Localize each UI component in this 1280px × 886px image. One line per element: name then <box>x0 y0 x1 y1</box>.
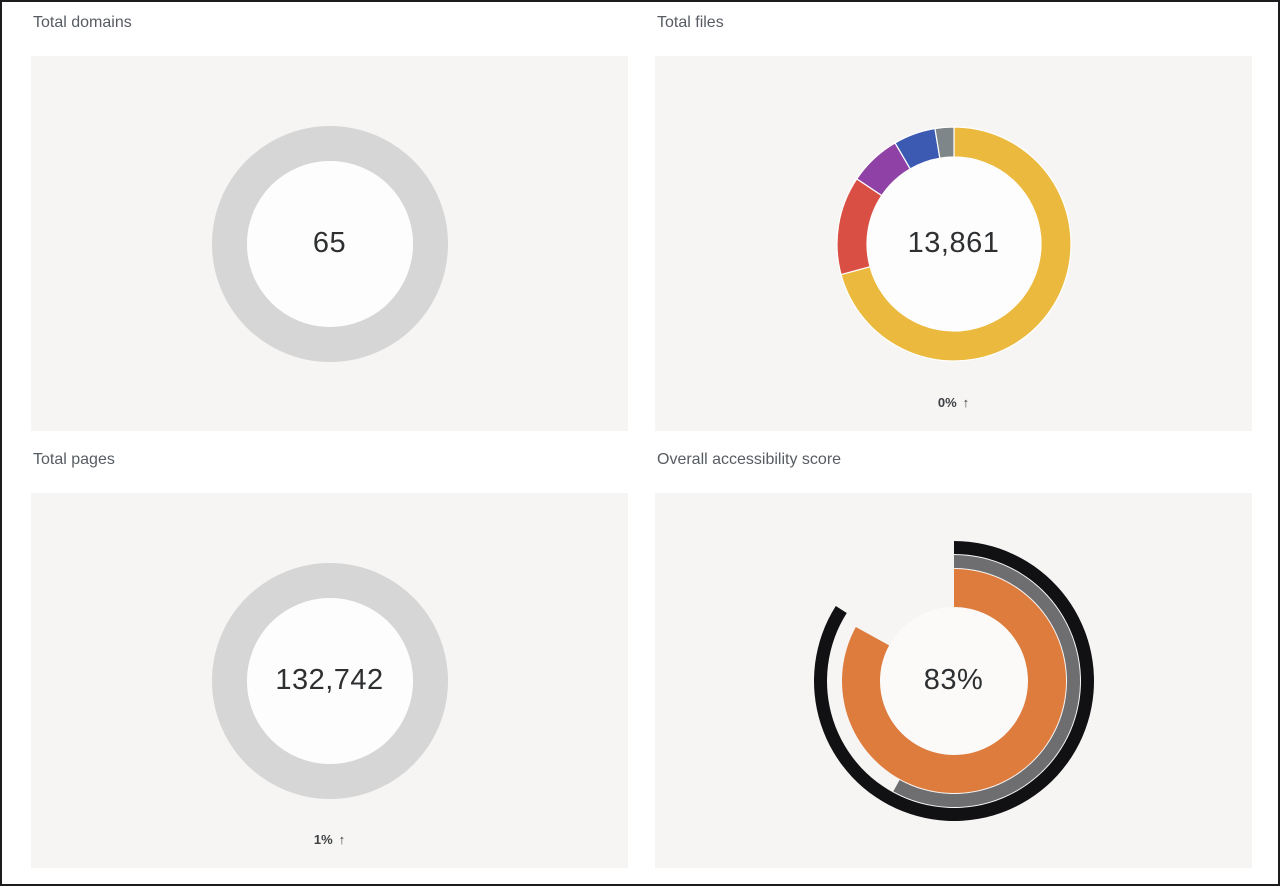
metric-card-total-files: Total files 13,861 0% ↑ <box>655 14 1252 431</box>
trend-up-arrow-icon: ↑ <box>962 395 970 410</box>
trend-percent: 0% <box>937 395 957 410</box>
chart-panel-accessibility-score: 83% <box>655 493 1252 868</box>
trend-percent: 1% <box>313 832 333 847</box>
donut-hole <box>246 597 413 764</box>
total-files-trend-caption: 0% ↑ <box>655 395 1252 410</box>
chart-panel-total-pages: 132,742 1% ↑ <box>31 493 628 868</box>
total-pages-donut-chart <box>211 562 448 799</box>
chart-panel-total-files: 13,861 0% ↑ <box>655 56 1252 431</box>
chart-wrap: 65 <box>211 125 449 363</box>
metric-card-accessibility-score: Overall accessibility score 83% <box>655 451 1252 868</box>
total-pages-trend-caption: 1% ↑ <box>31 832 628 847</box>
score-orange-ring <box>841 568 1066 793</box>
metric-card-total-domains: Total domains 65 <box>31 14 628 431</box>
card-title-total-domains: Total domains <box>33 14 132 31</box>
donut-hole <box>246 160 413 327</box>
chart-panel-total-domains: 65 <box>31 56 628 431</box>
card-title-accessibility-score: Overall accessibility score <box>657 451 842 468</box>
metric-card-total-pages: Total pages 132,742 1% ↑ <box>31 451 628 868</box>
files-segment-1 <box>839 125 1072 362</box>
total-pages-ring <box>211 562 448 799</box>
total-domains-donut-chart <box>211 125 448 362</box>
card-title-total-pages: Total pages <box>33 451 115 468</box>
trend-up-arrow-icon: ↑ <box>338 832 346 847</box>
card-title-total-files: Total files <box>657 14 724 31</box>
dashboard-grid: Total domains 65 Total files 13,861 0% ↑ … <box>2 2 1278 868</box>
donut-hole <box>866 156 1041 331</box>
chart-wrap: 13,861 <box>835 125 1072 362</box>
total-files-donut-chart <box>835 125 1072 362</box>
gauge-hole <box>879 606 1028 755</box>
accessibility-score-gauge-chart <box>813 540 1094 821</box>
chart-wrap: 132,742 <box>211 562 449 800</box>
chart-wrap: 83% <box>813 540 1095 822</box>
total-domains-ring <box>211 125 448 362</box>
